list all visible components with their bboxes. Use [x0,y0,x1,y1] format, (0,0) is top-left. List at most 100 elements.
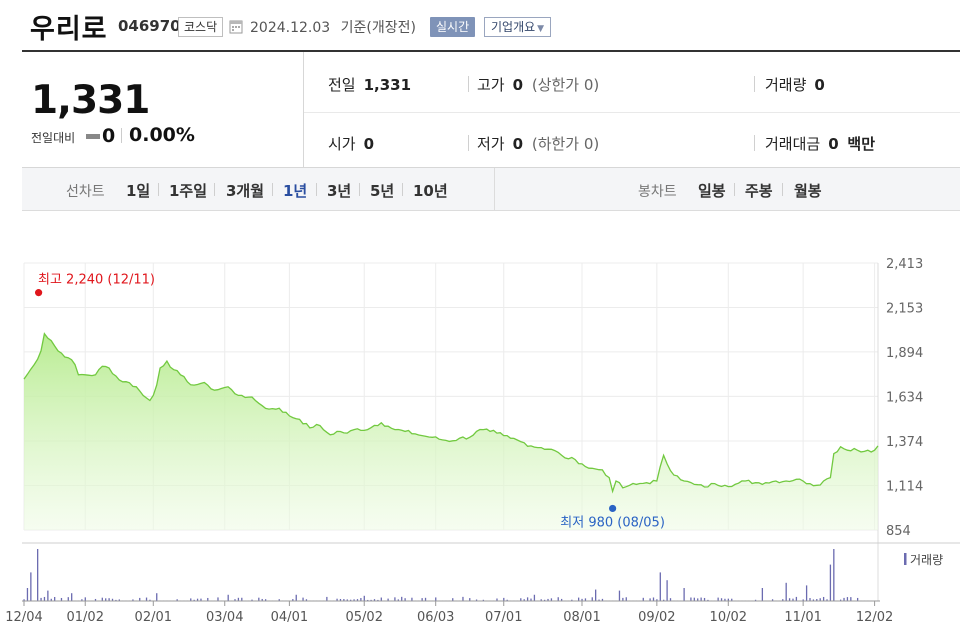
candle-weekly[interactable]: 주봉 [745,182,773,200]
volume-bar [81,599,83,601]
volume-bar [601,598,604,601]
x-axis-labels: 12/04 01/02 02/01 03/04 04/01 05/02 06/03 07/01… [5,601,893,625]
volume-bar [683,588,685,601]
volume-bar [833,549,835,601]
market-badge: 코스닥 [178,17,224,37]
volume-bar [618,590,621,601]
volume-bar [526,597,529,601]
volume-bar [196,598,199,601]
volume-bar [805,585,808,601]
x-tick-label: 10/02 [710,610,747,625]
price-summary: 1,331 전일대비 0 0.00% 전일 1,331 고가 0 (상한가 0) 거… [22,50,960,168]
volume-bar [812,599,815,601]
volume-bar [23,599,25,601]
volume-bar [727,598,729,601]
open-label: 시가 [328,135,356,153]
volume-bar [258,597,260,601]
prev-close-label: 전일 [328,76,356,94]
volume-bar [30,572,32,601]
volume-bar [26,588,29,601]
volume-bar [550,598,553,601]
divider [359,183,360,196]
volume-bar [622,597,624,601]
volume-bar [540,599,542,601]
volume-bar [367,599,369,601]
period-3y[interactable]: 3년 [327,182,352,200]
volume-bar [207,597,209,601]
high-label: 고가 [477,76,505,94]
volume-bar [132,599,134,601]
period-3m[interactable]: 3개월 [226,182,265,200]
x-tick-label: 08/01 [563,610,600,625]
volume-bar [118,599,120,601]
period-5y[interactable]: 5년 [370,182,395,200]
volume-bar [105,598,107,601]
volume-bar [237,597,240,601]
volume-bar [829,564,832,601]
volume-bar [353,599,355,601]
volume-bar [401,596,403,601]
prev-close-value: 1,331 [363,76,412,94]
realtime-button[interactable]: 실시간 [430,17,476,37]
divider [121,128,122,143]
trade-value-unit: 백만 [847,135,876,153]
company-overview-dropdown[interactable]: 기업개요 ▼ [484,17,552,37]
volume-bar [819,598,821,601]
volume-bar [37,549,39,601]
low-annotation: 최저 980 (08/05) [560,515,665,530]
volume-bar [397,599,399,601]
current-price: 1,331 [31,78,150,123]
candle-daily[interactable]: 일봉 [698,182,726,200]
period-1d[interactable]: 1일 [126,182,151,200]
high-marker [35,289,43,297]
volume-bar [350,599,352,601]
volume-bar [360,598,362,601]
volume-bar [404,598,406,601]
candle-monthly[interactable]: 월봉 [794,182,822,200]
period-1y[interactable]: 1년 [283,182,308,200]
divider [494,168,495,210]
volume-bar [700,597,702,601]
period-10y[interactable]: 10년 [413,182,448,200]
price-chart: 2,413 2,153 1,894 1,634 1,374 1,114 854 최고 2,2… [5,257,960,625]
calendar-icon [229,20,243,34]
change-label: 전일대비 [31,131,76,145]
volume-bar [339,598,342,601]
volume-bar [788,598,791,601]
volume-bar [754,599,757,601]
line-chart-label: 선차트 [66,184,105,200]
volume-bar [782,599,784,601]
volume-bar [115,599,117,601]
volume-bar [482,599,485,601]
volume-bar [234,599,236,601]
volume-bar [816,599,818,601]
volume-bar [659,572,661,601]
volume-bar [503,597,505,601]
high-value: 0 [512,76,524,94]
volume-bar [193,599,195,601]
volume-bar [336,598,338,601]
volume-bar [156,593,158,601]
volume-bar [84,597,86,601]
volume-bar [302,597,304,601]
volume-bar [370,599,372,601]
volume-bar [717,597,719,601]
volume-bar [771,599,774,601]
volume-bar [387,598,389,601]
volume-bar [520,598,522,601]
volume-bar [278,599,280,601]
volume-bar [54,596,56,601]
period-1w[interactable]: 1주일 [169,182,208,200]
x-tick-label: 11/01 [784,610,821,625]
x-tick-label: 05/02 [346,610,383,625]
divider [316,183,317,196]
volume-bar [850,597,852,601]
volume-bar [217,597,219,601]
chart-period-bar: 선차트 1일 1주일 3개월 1년 3년 5년 10년 봉차트 일봉 주봉 월봉 [22,168,960,211]
volume-bar [720,598,723,601]
volume-bar [145,597,148,601]
volume-bar [424,597,427,601]
volume-bar [571,599,573,601]
x-tick-label: 09/02 [638,610,675,625]
volume-bar [577,597,580,601]
